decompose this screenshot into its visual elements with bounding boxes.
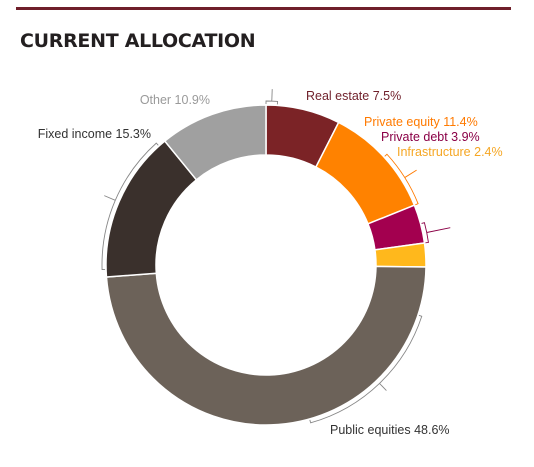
leader-line-fixed-income bbox=[101, 142, 159, 270]
leader-line-real-estate bbox=[265, 89, 279, 105]
leader-line-private-debt bbox=[421, 222, 451, 244]
slice-label-real-estate: Real estate 7.5% bbox=[306, 89, 401, 103]
leader-line-private-equity bbox=[384, 153, 419, 206]
chart-title: CURRENT ALLOCATION bbox=[20, 30, 256, 52]
donut-slice-public-equities bbox=[105, 265, 427, 426]
slice-label-private-debt: Private debt 3.9% bbox=[381, 130, 480, 144]
slice-label-private-equity: Private equity 11.4% bbox=[364, 115, 478, 129]
slice-label-other: Other 10.9% bbox=[140, 93, 210, 107]
slice-label-fixed-income: Fixed income 15.3% bbox=[38, 127, 151, 141]
donut-slice-other bbox=[163, 104, 267, 181]
slice-label-public-equities: Public equities 48.6% bbox=[330, 423, 450, 437]
top-rule bbox=[16, 7, 511, 10]
leader-line-public-equities bbox=[309, 314, 423, 424]
slice-label-infrastructure: Infrastructure 2.4% bbox=[397, 145, 503, 159]
